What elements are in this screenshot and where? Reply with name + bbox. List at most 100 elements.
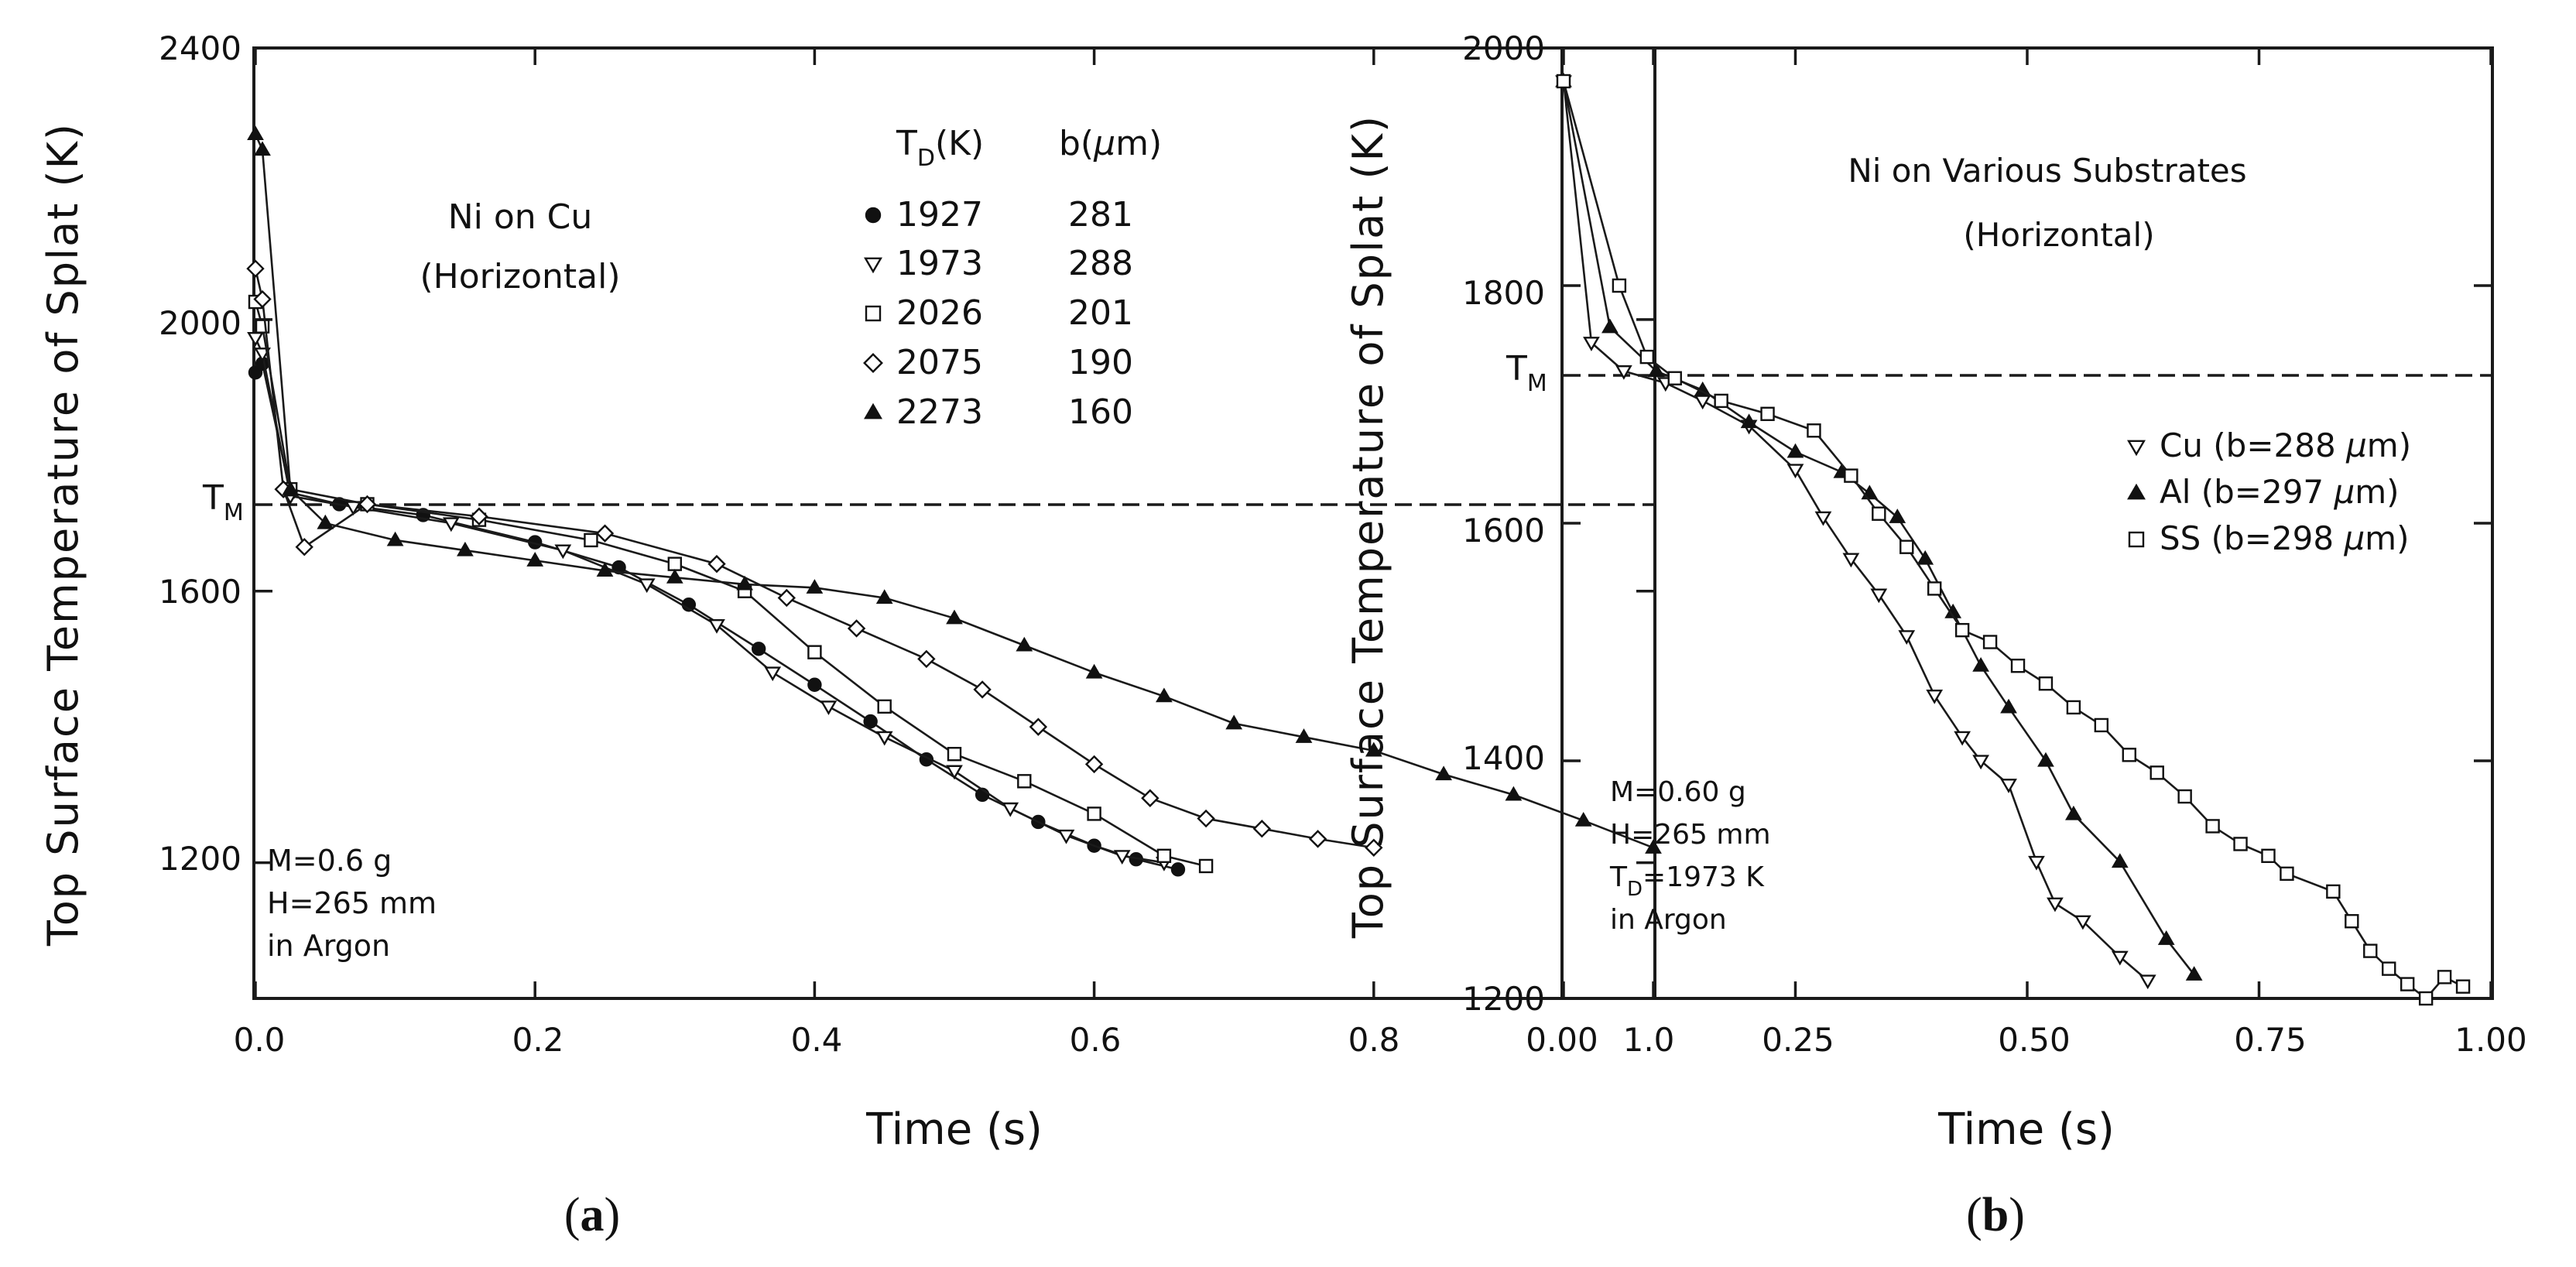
chart-subtitle-b: (Horizontal) xyxy=(1963,216,2154,254)
x-tick-label-a: 0.4 xyxy=(791,1021,843,1059)
caption-b: (b) xyxy=(1966,1189,2025,1241)
data-point xyxy=(254,141,271,156)
data-point xyxy=(1198,858,1214,874)
legend-label-end: m) xyxy=(2365,519,2409,557)
melting-label-a: TM xyxy=(202,478,244,526)
melting-label-b: TM xyxy=(1506,349,1547,397)
data-point xyxy=(1295,728,1313,743)
data-point xyxy=(595,524,615,543)
chart-title-b: Ni on Various Substrates xyxy=(1848,152,2246,190)
data-point xyxy=(295,538,313,556)
data-point xyxy=(1899,539,1914,554)
data-point xyxy=(1714,393,1728,409)
data-point xyxy=(875,589,893,604)
x-tick-label-a: 0.2 xyxy=(512,1021,564,1059)
legend-label-mu: μ xyxy=(2334,473,2355,511)
tick-marks-a xyxy=(254,46,1655,998)
legend-b-value: 201 xyxy=(1068,293,1133,333)
data-point xyxy=(1141,789,1160,807)
annotation-line: in Argon xyxy=(267,929,390,963)
data-point xyxy=(2111,853,2129,868)
legend-label-start: Al (b=297 xyxy=(2160,473,2334,511)
caption-b-close: ) xyxy=(2009,1189,2025,1241)
data-point xyxy=(847,619,866,638)
data-point xyxy=(596,562,614,577)
data-point xyxy=(1252,820,1272,838)
annotation-line: H=265 mm xyxy=(1610,819,1771,851)
data-point xyxy=(1667,371,1682,385)
legend-td-value: 1927 xyxy=(896,195,983,235)
legend-label: Al (b=297 μm) xyxy=(2160,473,2400,511)
x-axis-label-a: Time (s) xyxy=(865,1104,1043,1155)
legend-row-a: 2075 190 xyxy=(863,343,1133,382)
data-point xyxy=(1225,714,1243,730)
legend-row-a: 1927 281 xyxy=(865,195,1133,235)
x-tick-label-b: 1.00 xyxy=(2454,1021,2527,1059)
x-tick-label-a: 1.0 xyxy=(1623,1021,1675,1059)
legend-symbol xyxy=(865,305,882,322)
data-point xyxy=(2363,943,2378,958)
data-point xyxy=(1786,464,1804,479)
legend-marker-a xyxy=(865,305,882,322)
annotation-td-main: T xyxy=(1609,861,1628,893)
legend-label-end: m) xyxy=(2355,473,2399,511)
legend-symbol xyxy=(864,402,882,419)
data-point xyxy=(973,680,992,699)
data-point xyxy=(807,677,822,692)
series-layer-b xyxy=(1555,72,2471,1006)
x-tick-label-b: 0.25 xyxy=(1762,1021,1834,1059)
data-point xyxy=(1917,550,1934,565)
data-point xyxy=(584,532,598,548)
legend-marker-b xyxy=(2127,483,2146,500)
data-point xyxy=(1861,485,1879,500)
caption-a-close: ) xyxy=(605,1189,621,1241)
data-point xyxy=(2010,659,2026,673)
series-2273-k xyxy=(247,125,1662,854)
data-point xyxy=(1002,802,1019,817)
data-point xyxy=(1898,630,1916,645)
legend-label: SS (b=298 μm) xyxy=(2160,519,2409,557)
annotation-line: H=265 mm xyxy=(267,886,437,920)
data-point xyxy=(1814,511,1832,526)
series-layer-a xyxy=(246,125,1662,877)
data-point xyxy=(1615,365,1632,380)
legend-label-mu: μ xyxy=(2343,519,2365,557)
data-point xyxy=(638,578,656,594)
data-point xyxy=(1645,839,1662,854)
series-1927-k xyxy=(248,356,1186,877)
y-tick-label-b: 1200 xyxy=(1462,980,1545,1018)
melting-label-main: T xyxy=(202,478,224,518)
series-line xyxy=(254,133,1654,849)
annotation-b: M=0.60 g H=265 mm TD=1973 K in Argon xyxy=(1609,776,1771,936)
data-point xyxy=(1926,689,1944,704)
legend-b-value: 190 xyxy=(1068,343,1133,382)
melting-label-main: T xyxy=(1506,349,1527,389)
data-point xyxy=(2437,970,2452,984)
data-point xyxy=(1612,278,1627,293)
data-point xyxy=(1505,786,1523,801)
data-point xyxy=(1760,406,1775,421)
data-point xyxy=(2233,837,2248,851)
data-point xyxy=(1197,809,1215,828)
legend-td-main: T xyxy=(896,124,917,163)
data-point xyxy=(2400,977,2415,991)
annotation-line: M=0.6 g xyxy=(267,844,392,878)
series-line xyxy=(254,361,1179,871)
legend-td-unit: (K) xyxy=(935,124,984,163)
caption-a: (a) xyxy=(564,1189,620,1241)
annotation-line: M=0.60 g xyxy=(1610,776,1746,808)
data-point xyxy=(2000,779,2017,793)
data-point xyxy=(246,259,265,278)
melting-label-sub: M xyxy=(224,499,244,526)
data-point xyxy=(875,731,893,746)
data-point xyxy=(2280,866,2294,882)
data-point xyxy=(1954,622,1970,638)
data-point xyxy=(1016,636,1033,652)
data-point xyxy=(1740,413,1758,429)
data-point xyxy=(2074,915,2091,930)
legend-b-value: 288 xyxy=(1068,244,1133,283)
data-point xyxy=(1842,553,1860,568)
data-point xyxy=(247,125,264,140)
legend-header-td: TD(K) xyxy=(896,124,984,172)
data-point xyxy=(2000,698,2017,714)
